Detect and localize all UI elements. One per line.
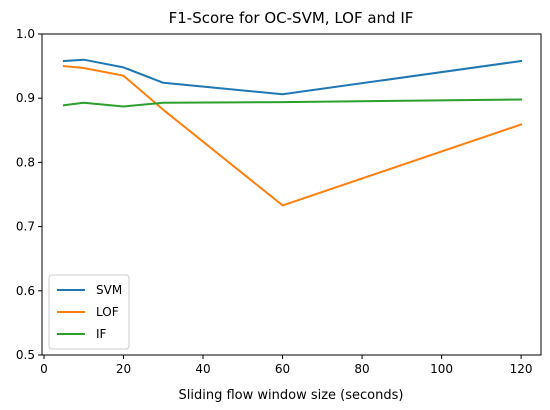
y-tick-label: 0.8 (16, 155, 35, 169)
series-line-lof (62, 65, 523, 207)
x-tick-label: 100 (430, 362, 453, 376)
x-axis-label: Sliding flow window size (seconds) (179, 388, 404, 403)
axes-frame (41, 33, 542, 356)
y-tick-label: 0.9 (16, 91, 35, 105)
y-tick-label: 0.6 (16, 284, 35, 298)
y-tick-label: 0.5 (16, 348, 35, 362)
plot-area: 0 20 40 60 80 100 120 0.5 0.6 0.7 0.8 0.9 1.0 SVM LOF I… (16, 27, 542, 376)
x-tick-label: 0 (40, 362, 48, 376)
chart-title: F1-Score for OC-SVM, LOF and IF (169, 9, 414, 27)
x-tick-label: 120 (510, 362, 533, 376)
legend-label-lof: LOF (96, 305, 119, 319)
x-tick-label: 40 (195, 362, 210, 376)
series-line-svm (62, 58, 523, 96)
series-line-if (62, 98, 523, 108)
y-tick-label: 1.0 (16, 27, 35, 41)
legend-box (48, 274, 130, 350)
x-tick-label: 80 (354, 362, 369, 376)
legend-label-if: IF (96, 327, 107, 341)
legend-label-svm: SVM (96, 283, 122, 297)
x-tick-label: 60 (275, 362, 290, 376)
x-tick-label: 20 (116, 362, 131, 376)
y-tick-label: 0.7 (16, 220, 35, 234)
